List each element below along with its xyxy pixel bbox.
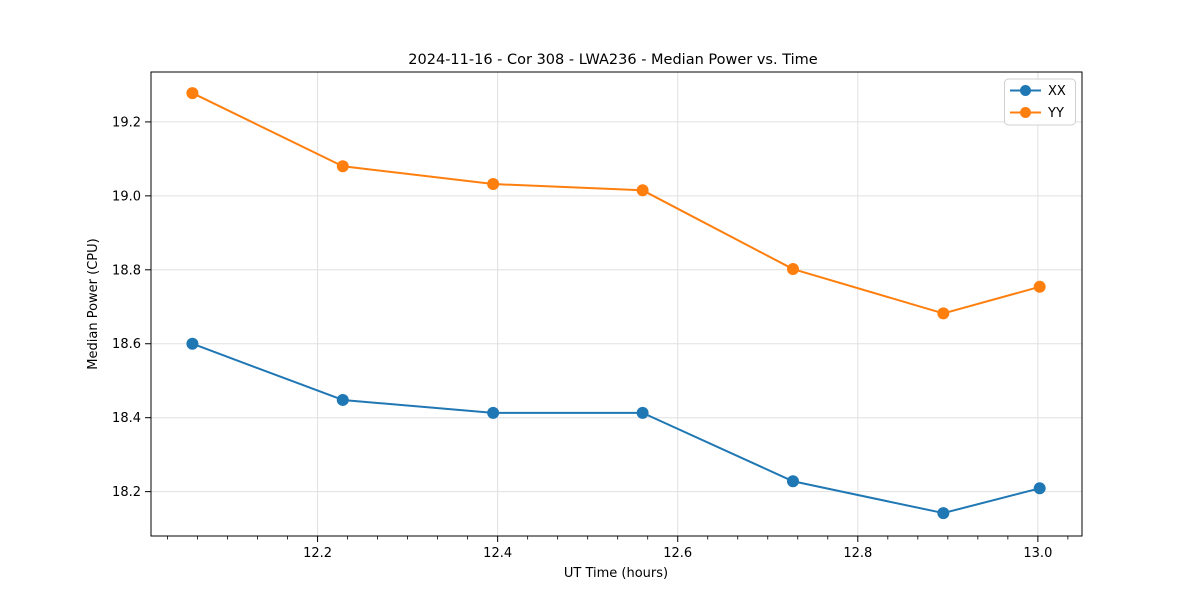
data-point-yy <box>336 160 349 173</box>
data-point-yy <box>1033 280 1046 293</box>
x-tick-label: 12.8 <box>843 546 872 561</box>
y-tick-label: 19.0 <box>112 189 141 204</box>
data-point-xx <box>937 507 950 520</box>
data-point-yy <box>786 263 799 276</box>
y-tick-label: 18.4 <box>112 411 141 426</box>
legend-marker-yy <box>1020 107 1031 118</box>
data-point-xx <box>186 337 199 350</box>
y-tick-label: 18.8 <box>112 263 141 278</box>
y-axis-label: Median Power (CPU) <box>86 238 101 369</box>
series-line-yy <box>191 92 1040 315</box>
y-tick-label: 18.6 <box>112 337 141 352</box>
series-layer <box>186 87 1046 520</box>
x-tick-label: 12.4 <box>483 546 512 561</box>
y-tick-label: 18.2 <box>112 485 141 500</box>
x-tick-label: 12.6 <box>663 546 692 561</box>
data-point-xx <box>487 406 500 419</box>
x-tick-label: 12.2 <box>303 546 332 561</box>
data-point-xx <box>336 393 349 406</box>
y-tick-label: 19.2 <box>112 115 141 130</box>
data-point-yy <box>487 178 500 191</box>
x-tick-label: 13.0 <box>1023 546 1052 561</box>
data-point-xx <box>636 406 649 419</box>
chart-title: 2024-11-16 - Cor 308 - LWA236 - Median P… <box>408 52 817 68</box>
data-point-yy <box>636 184 649 197</box>
legend-label-xx: XX <box>1048 84 1066 99</box>
series-line-xx <box>192 342 1040 515</box>
x-axis-label: UT Time (hours) <box>564 566 668 581</box>
grid-layer <box>151 72 1082 536</box>
data-point-yy <box>186 87 199 100</box>
legend-marker-xx <box>1020 85 1031 96</box>
plot-border <box>150 71 1083 537</box>
data-point-yy <box>937 307 950 320</box>
legend-label-yy: YY <box>1047 106 1064 121</box>
data-point-xx <box>1033 482 1046 495</box>
tick-layer: 12.2 12.4 12.6 12.8 13.0 18.2 18.4 18.6 18.8 19.0… <box>112 115 1069 561</box>
data-point-xx <box>786 475 799 488</box>
legend: XX YY <box>1004 78 1076 126</box>
